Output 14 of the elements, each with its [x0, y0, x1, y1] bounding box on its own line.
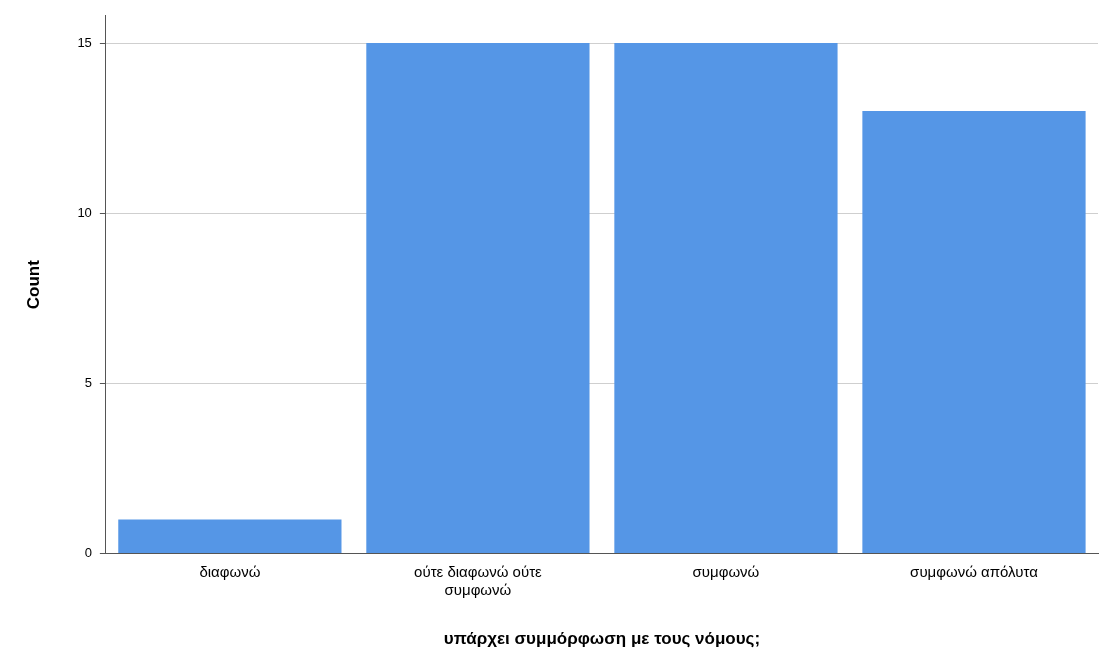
y-axis-title: Count	[23, 259, 43, 310]
x-tick-label: συμφωνώ απόλυτα	[910, 562, 1039, 580]
bar	[862, 111, 1086, 554]
x-tick-label: συμφωνώ	[692, 562, 760, 580]
y-tick-label: 0	[84, 545, 92, 561]
x-axis-title: υπάρχει συμμόρφωση με τους νόμους;	[443, 629, 761, 649]
bar	[614, 43, 838, 554]
y-tick-label: 5	[84, 374, 92, 390]
bar	[366, 43, 590, 554]
x-tick-label: ούτε διαφωνώ ούτε συμφωνώ	[414, 562, 543, 598]
y-tick-label: 15	[77, 34, 92, 50]
x-tick-label: διαφωνώ	[199, 562, 261, 580]
bar	[118, 519, 342, 554]
y-tick-label: 10	[77, 204, 92, 220]
